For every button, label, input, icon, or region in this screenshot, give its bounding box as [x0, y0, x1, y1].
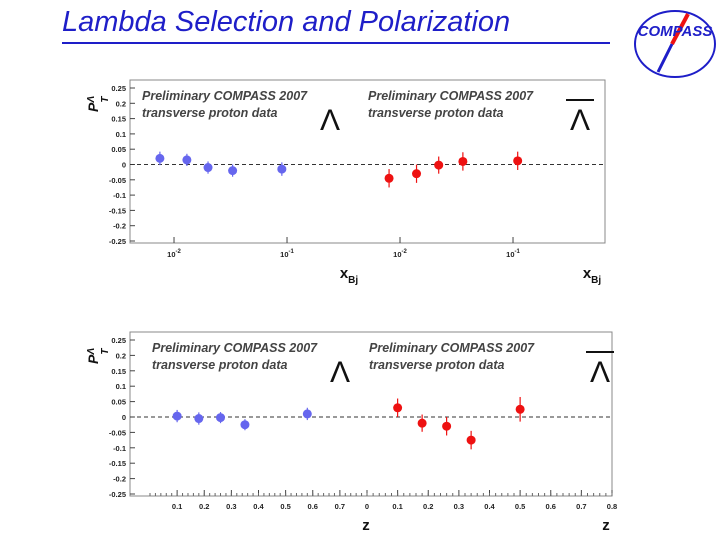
y-tick-label: 0: [122, 413, 126, 422]
x-axis-label: z: [362, 517, 370, 534]
x-tick-label: 0.7: [335, 502, 345, 511]
antilambda-point: [434, 160, 444, 170]
y-tick-label: -0.05: [109, 428, 126, 437]
antilambda-point: [417, 418, 427, 428]
slide-title: Lambda Selection and Polarization: [62, 6, 511, 38]
x-tick-label: 0.8: [607, 502, 617, 511]
annotation-line-2: transverse proton data: [369, 358, 505, 372]
y-tick-label: -0.25: [109, 490, 126, 499]
lambda-point: [172, 411, 182, 421]
antilambda-point: [442, 421, 452, 431]
y-tick-label: -0.2: [113, 475, 126, 484]
x-axis-label: xBj: [340, 265, 359, 286]
y-axis-label: PTΛ: [85, 348, 111, 364]
annotation-line-2: transverse proton data: [142, 106, 278, 120]
y-tick-label: 0.25: [111, 336, 126, 345]
y-tick-label: 0: [122, 161, 126, 170]
y-axis-label: PTΛ: [85, 96, 111, 112]
y-tick-label: 0.15: [111, 115, 126, 124]
annotation-line-1: Preliminary COMPASS 2007: [142, 89, 308, 103]
antilambda-point: [513, 156, 523, 166]
y-tick-label: -0.05: [109, 176, 126, 185]
x-tick-label: 0.2: [423, 502, 433, 511]
lambda-symbol: Λ: [330, 356, 350, 389]
y-tick-label: -0.15: [109, 459, 126, 468]
lambda-point: [216, 413, 226, 423]
annotation-line-1: Preliminary COMPASS 2007: [152, 341, 318, 355]
x-axis-label: xBj: [583, 265, 602, 286]
y-tick-label: -0.1: [113, 444, 126, 453]
antilambda-point: [393, 403, 403, 413]
annotation-line-2: transverse proton data: [152, 358, 288, 372]
annotation-line-1: Preliminary COMPASS 2007: [368, 89, 534, 103]
x-tick-label: 0.4: [253, 502, 264, 511]
x-tick-label: 10-2: [393, 249, 407, 259]
lambda-point: [155, 153, 165, 163]
annotation-line-2: transverse proton data: [368, 106, 504, 120]
x-tick-label: 0.1: [172, 502, 182, 511]
y-tick-label: -0.25: [109, 237, 126, 246]
x-axis-label: z: [602, 517, 610, 534]
plot-frame: [129, 331, 613, 497]
lambda-point: [203, 163, 213, 173]
lambda-point: [194, 414, 204, 424]
x-tick-label: 0.3: [454, 502, 464, 511]
y-tick-label: -0.1: [113, 191, 126, 200]
y-tick-label: 0.1: [116, 382, 126, 391]
antilambda-point: [458, 156, 468, 166]
antilambda-point: [515, 404, 525, 414]
annotation-line-1: Preliminary COMPASS 2007: [369, 341, 535, 355]
lambda-point: [228, 166, 238, 176]
logo-needle-top: [670, 13, 690, 45]
x-tick-label: 0.5: [515, 502, 525, 511]
y-tick-label: 0.1: [116, 130, 126, 139]
logo-text: COMPASS: [638, 23, 713, 40]
plot-frame: [129, 79, 606, 244]
x-tick-label: 0.3: [226, 502, 236, 511]
x-tick-label: 0.2: [199, 502, 209, 511]
lambda-symbol: Λ: [320, 104, 340, 137]
x-tick-label: 0.6: [308, 502, 318, 511]
x-tick-label: 10-1: [280, 249, 294, 259]
y-tick-label: 0.05: [111, 145, 126, 154]
x-tick-label: 0.7: [576, 502, 586, 511]
antilambda-point: [466, 435, 476, 445]
y-tick-label: 0.2: [116, 99, 126, 108]
antilambda-symbol: Λ: [590, 356, 610, 389]
y-tick-label: -0.2: [113, 222, 126, 231]
lambda-point: [240, 420, 250, 430]
x-tick-label: 0.6: [546, 502, 556, 511]
y-tick-label: 0.05: [111, 398, 126, 407]
x-tick-label: 10-1: [506, 249, 520, 259]
lambda-point: [277, 164, 287, 174]
antilambda-point: [384, 173, 394, 183]
antilambda-symbol: Λ: [570, 104, 590, 137]
lambda-point: [182, 155, 192, 165]
logo-needle-bottom: [656, 43, 674, 73]
y-tick-label: -0.15: [109, 206, 126, 215]
y-tick-label: 0.2: [116, 351, 126, 360]
x-tick-label: 0.1: [392, 502, 402, 511]
x-tick-label: 10-2: [167, 249, 181, 259]
x-tick-label: 0: [365, 502, 369, 511]
x-tick-label: 0.5: [280, 502, 290, 511]
logo-ring: [634, 10, 716, 78]
y-tick-label: 0.15: [111, 367, 126, 376]
lambda-point: [302, 409, 312, 419]
title-underline: [62, 42, 610, 44]
antilambda-point: [412, 169, 422, 179]
x-tick-label: 0.4: [484, 502, 495, 511]
y-tick-label: 0.25: [111, 84, 126, 93]
compass-logo: COMPASS: [634, 10, 716, 78]
